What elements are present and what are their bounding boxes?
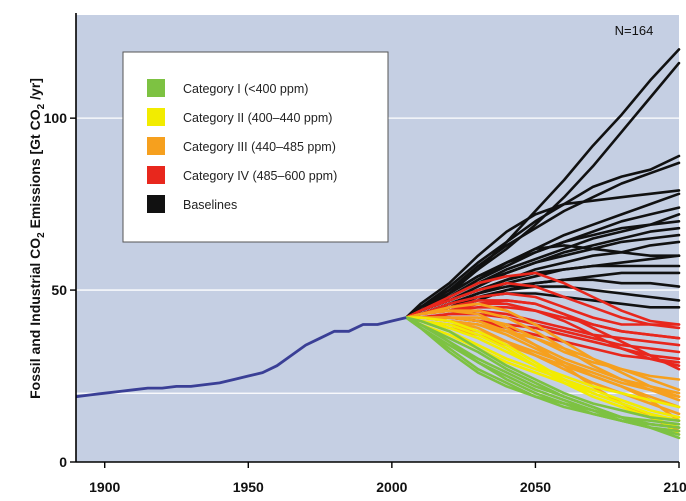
series-line-4	[404, 161, 681, 319]
series-line-21	[404, 281, 681, 330]
series-line-9	[404, 220, 681, 319]
x-tick-label: 2050	[520, 479, 551, 495]
series-line-20	[404, 271, 681, 326]
n-annotation: N=164	[615, 23, 654, 38]
y-axis-label-part: /yr]	[27, 78, 43, 104]
series-lines	[75, 48, 681, 440]
legend-swatch	[147, 166, 165, 184]
y-axis-label-part: Fossil and Industrial CO	[27, 238, 43, 399]
legend-swatch	[147, 137, 165, 155]
legend-label: Category II (400–440 ppm)	[183, 111, 332, 125]
x-tick-label: 1900	[89, 479, 120, 495]
legend-label: Category III (440–485 ppm)	[183, 140, 336, 154]
y-tick-label: 100	[44, 110, 68, 126]
legend: Category I (<400 ppm) Category II (400–44…	[122, 51, 389, 243]
legend-label: Category I (<400 ppm)	[183, 82, 308, 96]
series-line-22	[404, 292, 681, 326]
legend-swatch	[147, 79, 165, 97]
y-axis-label: Fossil and Industrial CO2 Emissions [Gt …	[27, 78, 47, 399]
historical-line	[75, 316, 407, 399]
y-axis-label-part: Emissions [Gt CO	[27, 109, 43, 232]
legend-label: Baselines	[183, 198, 237, 212]
series-line-31	[404, 302, 681, 399]
series-line-52	[404, 316, 681, 426]
series-line-5	[404, 189, 681, 319]
y-tick-label: 50	[51, 282, 67, 298]
legend-box	[122, 51, 389, 243]
series-line-50	[404, 316, 681, 429]
x-tick-label: 2000	[376, 479, 407, 495]
x-tick-label: 1950	[233, 479, 264, 495]
series-line-3	[404, 154, 681, 319]
axes	[75, 13, 679, 463]
series-line-51	[404, 316, 681, 423]
y-tick-label: 0	[59, 454, 67, 470]
legend-swatch	[147, 108, 165, 126]
legend-swatch	[147, 195, 165, 213]
legend-label: Category IV (485–600 ppm)	[183, 169, 337, 183]
series-line-44	[404, 316, 681, 436]
y-axis-label-part: 2	[36, 103, 47, 109]
y-axis-label-part: 2	[36, 232, 47, 238]
series-line-42	[404, 316, 681, 429]
